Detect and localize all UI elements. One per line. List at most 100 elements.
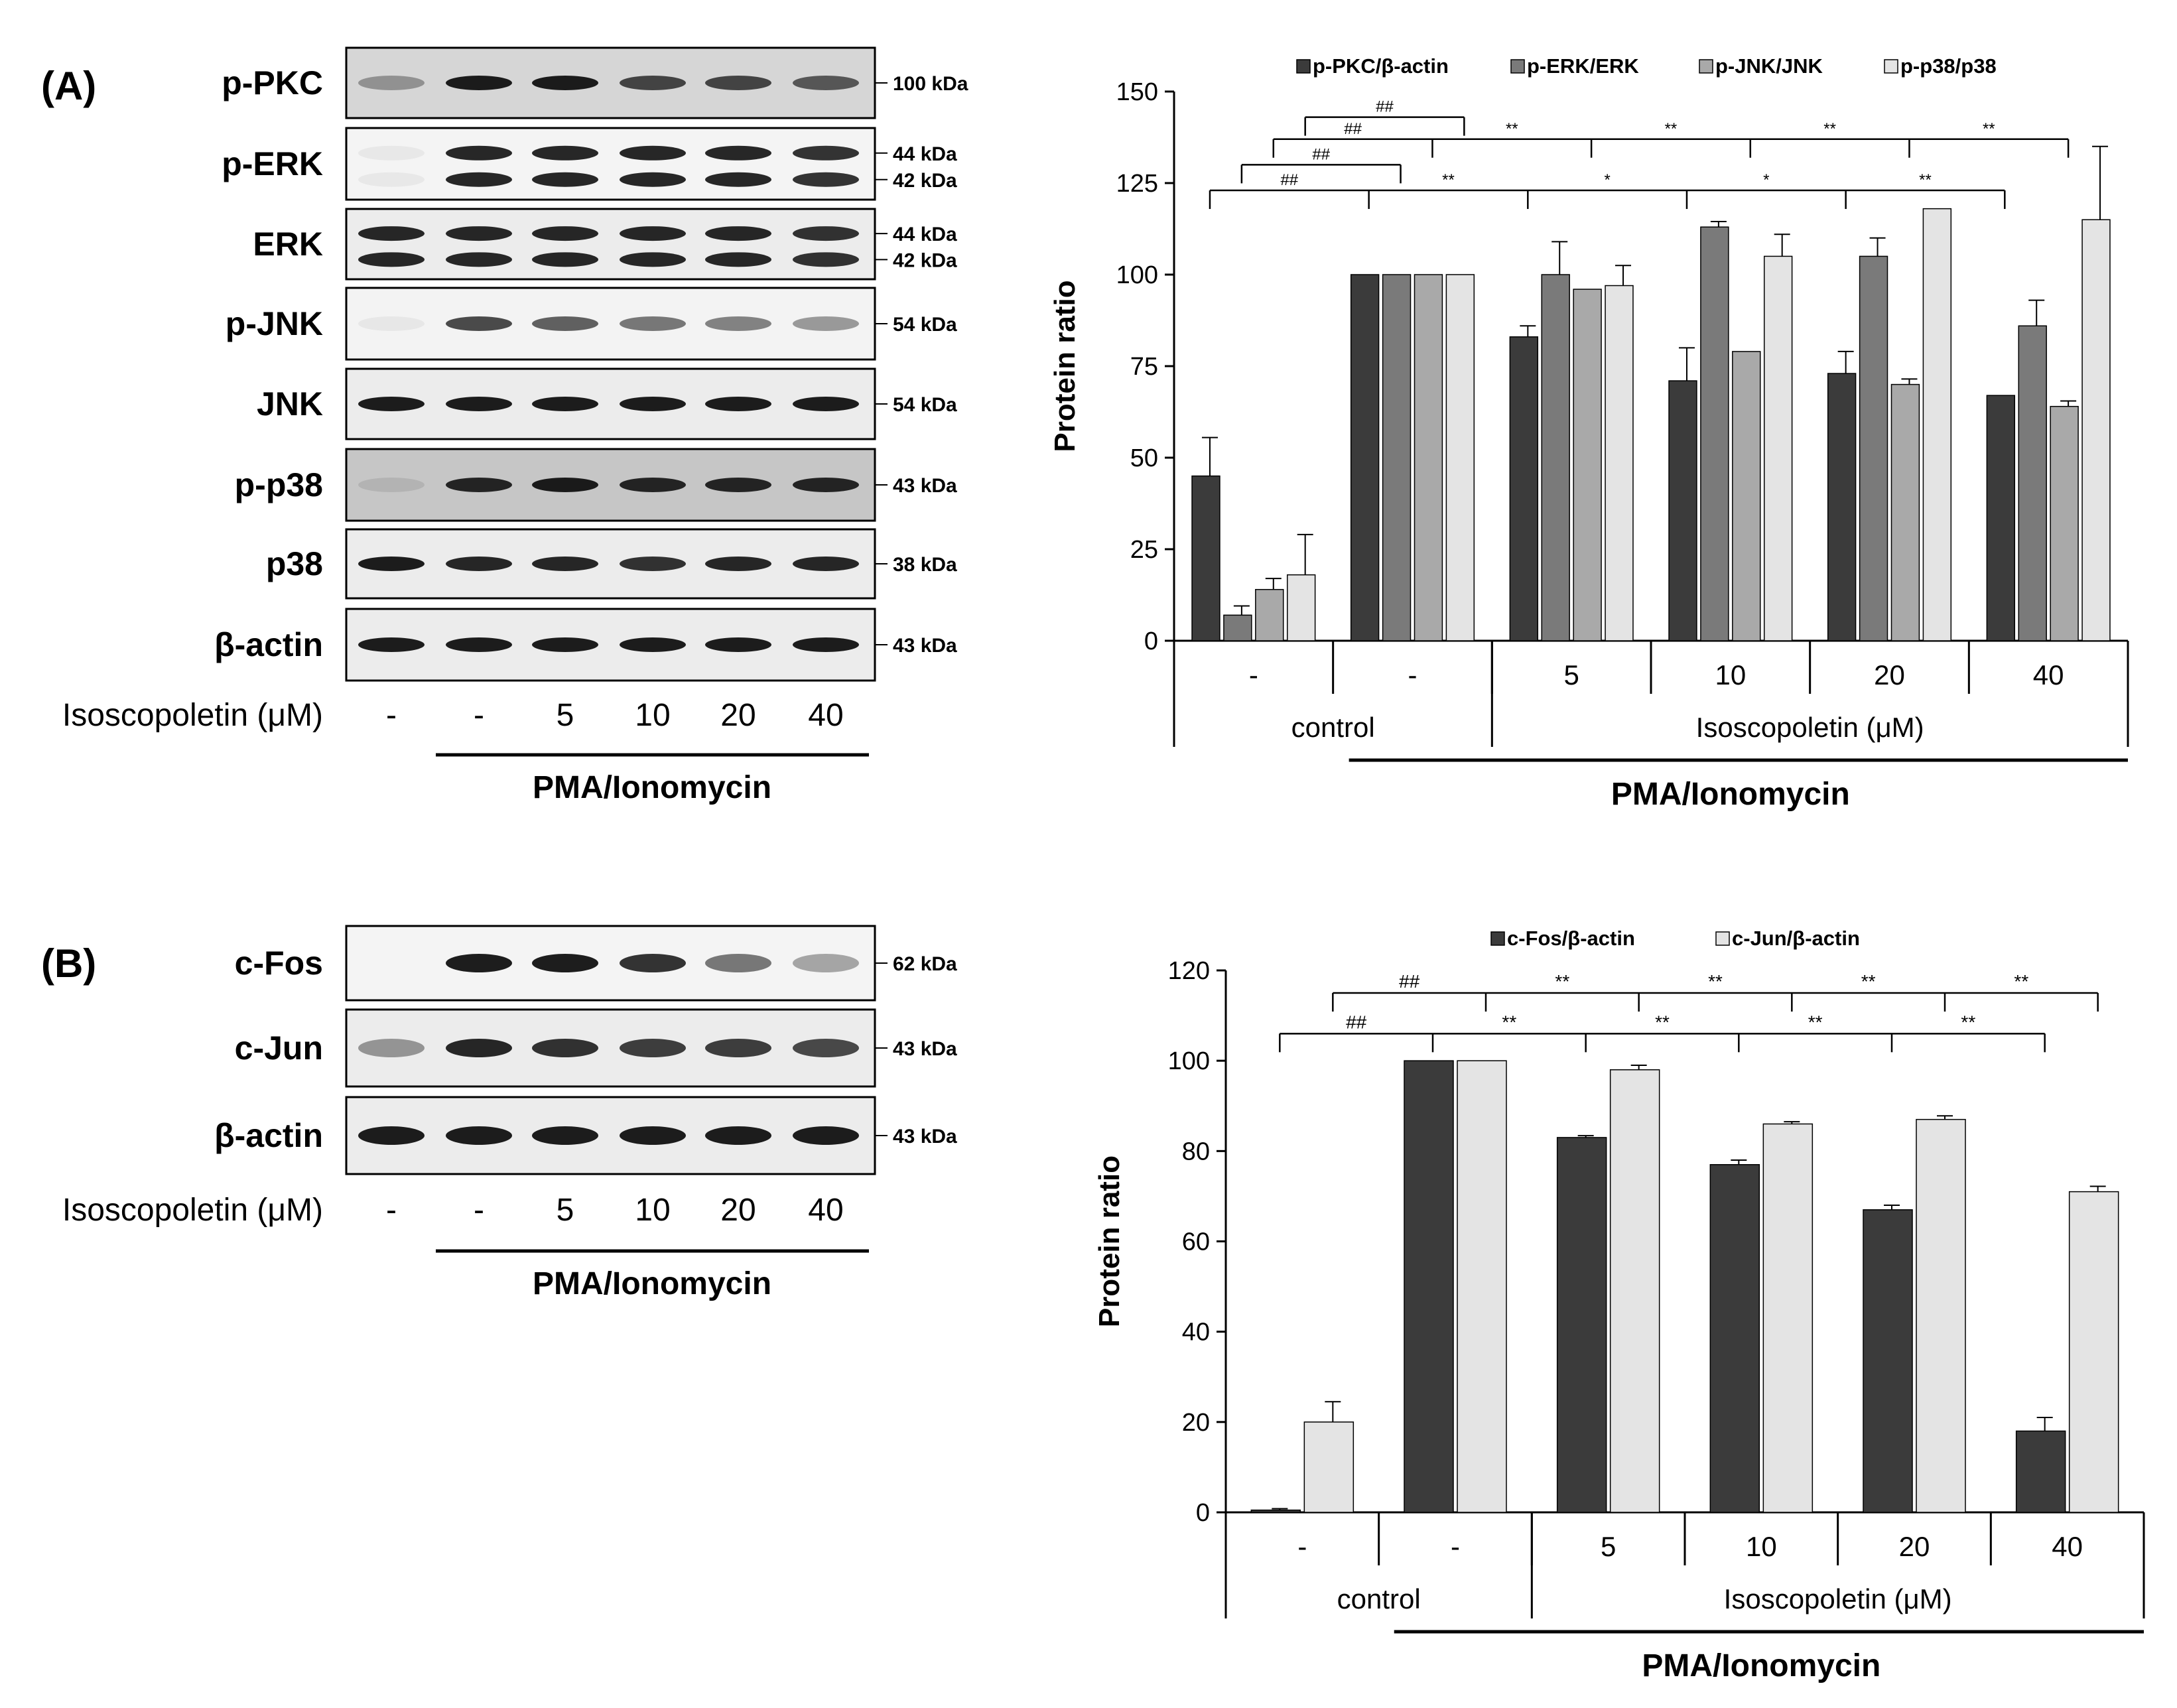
kda-label: 44 kDa (893, 143, 957, 165)
lane-label: - (386, 698, 397, 733)
significance-label: ** (1442, 171, 1455, 189)
significance-label: ** (1808, 1012, 1823, 1032)
protein-band (446, 145, 512, 161)
protein-band (532, 478, 598, 492)
lane-label: 5 (557, 1193, 574, 1228)
blot-panel (345, 127, 876, 201)
band-label: p-JNK (226, 305, 323, 342)
legend-swatch (1715, 931, 1730, 946)
protein-band (532, 557, 598, 571)
protein-band (620, 1039, 686, 1057)
protein-band (620, 397, 686, 411)
bar (1609, 1069, 1660, 1513)
lane-title: Isoscopoletin (μM) (62, 698, 323, 733)
lane-label: - (386, 1193, 397, 1228)
protein-band (446, 1126, 512, 1145)
protein-band (705, 226, 771, 241)
y-tick-label: 120 (1168, 957, 1210, 985)
protein-band (620, 478, 686, 492)
significance-label: ** (1655, 1012, 1670, 1032)
blot-panel (345, 608, 876, 682)
y-tick-label: 60 (1182, 1228, 1210, 1256)
lane-label: 40 (808, 1193, 843, 1228)
legend-swatch (1884, 59, 1898, 74)
protein-band (793, 226, 859, 241)
band-label: β-actin (214, 626, 323, 663)
protein-band (532, 316, 598, 331)
protein-band (620, 557, 686, 571)
bar (1859, 255, 1888, 641)
category-label: 10 (1715, 659, 1746, 690)
bar (1414, 274, 1443, 641)
kda-label: 100 kDa (893, 73, 968, 95)
kda-label: 42 kDa (893, 249, 957, 271)
protein-band (705, 172, 771, 187)
kda-label: 42 kDa (893, 170, 957, 192)
protein-band (446, 1039, 512, 1057)
significance-label: ** (1861, 971, 1876, 992)
significance-label: ## (1280, 171, 1298, 189)
y-tick-label: 125 (1116, 170, 1158, 198)
significance-label: ** (1823, 120, 1836, 138)
bar (1986, 395, 2016, 641)
protein-band (446, 954, 512, 972)
protein-band (705, 316, 771, 331)
protein-band (532, 76, 598, 90)
lane-label: - (474, 1193, 484, 1228)
bar (1509, 336, 1539, 641)
protein-band (532, 397, 598, 411)
bar (1457, 1060, 1507, 1513)
protein-band (446, 478, 512, 492)
protein-band (705, 76, 771, 90)
bar (2015, 1430, 2066, 1513)
band-label: c-Jun (235, 1029, 323, 1067)
band-label: p-p38 (235, 466, 323, 503)
protein-band (793, 478, 859, 492)
bar (1890, 383, 1920, 641)
blot-panel (345, 46, 876, 119)
protein-band (620, 76, 686, 90)
group-label-isoscopoletin: Isoscopoletin (μM) (1696, 712, 1924, 743)
legend-label: p-PKC/β-actin (1313, 54, 1449, 78)
blot-panel (345, 1096, 876, 1175)
kda-label: 54 kDa (893, 394, 957, 416)
y-axis-title: Protein ratio (1093, 1155, 1126, 1327)
significance-label: ## (1312, 145, 1330, 163)
legend-label: p-ERK/ERK (1527, 54, 1639, 78)
protein-band (446, 76, 512, 90)
treatment-label: PMA/Ionomycin (533, 770, 771, 805)
significance-label: ## (1399, 971, 1420, 992)
band-label: β-actin (214, 1117, 323, 1154)
y-axis-title: Protein ratio (1049, 280, 1081, 452)
panel-b-label: (B) (41, 941, 96, 986)
y-tick-label: 75 (1130, 353, 1158, 381)
kda-label: 43 kDa (893, 635, 957, 657)
lane-label: 10 (635, 1193, 670, 1228)
category-label: 10 (1746, 1531, 1777, 1562)
protein-band (793, 954, 859, 972)
protein-band (705, 954, 771, 972)
protein-band (620, 145, 686, 161)
legend-label: c-Jun/β-actin (1732, 927, 1860, 950)
significance-label: ## (1376, 98, 1394, 116)
significance-label: ** (2014, 971, 2028, 992)
y-tick-label: 80 (1182, 1138, 1210, 1165)
bar (1541, 274, 1570, 641)
kda-label: 44 kDa (893, 224, 957, 245)
protein-band (620, 316, 686, 331)
protein-band (620, 226, 686, 241)
category-label: 5 (1601, 1531, 1616, 1562)
protein-band (358, 1039, 425, 1057)
group-label-isoscopoletin: Isoscopoletin (μM) (1724, 1583, 1952, 1614)
protein-band (446, 397, 512, 411)
protein-band (793, 316, 859, 331)
category-label: - (1408, 659, 1418, 690)
bar (1404, 1060, 1454, 1513)
significance-label: * (1763, 171, 1769, 189)
protein-band (793, 145, 859, 161)
protein-band (705, 145, 771, 161)
group-label-control: control (1337, 1583, 1421, 1614)
treatment-label: PMA/Ionomycin (1642, 1648, 1880, 1683)
bar (1827, 373, 1857, 641)
